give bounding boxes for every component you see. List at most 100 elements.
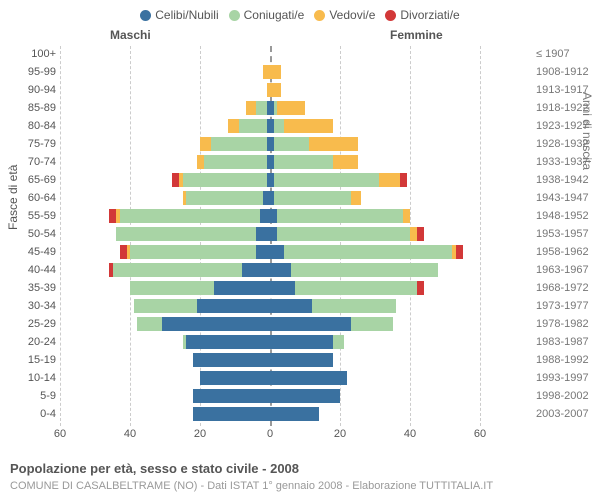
bar-segment — [284, 245, 452, 259]
female-bar — [270, 101, 305, 115]
bar-segment — [197, 299, 271, 313]
bar-segment — [204, 155, 267, 169]
male-bar — [228, 119, 270, 133]
bar-segment — [256, 245, 270, 259]
bar-segment — [351, 191, 362, 205]
bar-segment — [312, 299, 396, 313]
year-label: 1968-1972 — [536, 280, 600, 296]
male-bar — [193, 389, 270, 403]
male-bar — [130, 281, 270, 295]
pyramid-row — [60, 154, 480, 170]
bar-segment — [134, 299, 197, 313]
legend-label: Celibi/Nubili — [155, 8, 218, 22]
bar-segment — [270, 227, 277, 241]
legend-swatch — [229, 10, 240, 21]
bar-segment — [270, 83, 281, 97]
bar-segment — [193, 407, 270, 421]
pyramid-row — [60, 190, 480, 206]
bar-segment — [270, 65, 281, 79]
age-label: 95-99 — [0, 64, 56, 80]
legend-swatch — [140, 10, 151, 21]
age-label: 45-49 — [0, 244, 56, 260]
bar-segment — [242, 263, 270, 277]
pyramid-row — [60, 46, 480, 62]
legend-label: Divorziati/e — [400, 8, 459, 22]
pyramid-row — [60, 172, 480, 188]
age-label: 5-9 — [0, 388, 56, 404]
year-label: 1983-1987 — [536, 334, 600, 350]
year-label: 1908-1912 — [536, 64, 600, 80]
year-label: 1948-1952 — [536, 208, 600, 224]
bar-segment — [270, 209, 277, 223]
year-label: 1993-1997 — [536, 370, 600, 386]
bar-segment — [309, 137, 358, 151]
pyramid-row — [60, 64, 480, 80]
bar-segment — [284, 119, 333, 133]
male-bar — [120, 245, 271, 259]
age-label: 25-29 — [0, 316, 56, 332]
bar-segment — [109, 209, 116, 223]
year-label: 1913-1917 — [536, 82, 600, 98]
bar-segment — [270, 407, 319, 421]
age-label: 85-89 — [0, 100, 56, 116]
male-bar — [200, 371, 270, 385]
pyramid-row — [60, 298, 480, 314]
year-label: 1973-1977 — [536, 298, 600, 314]
bar-segment — [260, 209, 271, 223]
pyramid-row — [60, 82, 480, 98]
pyramid-row — [60, 334, 480, 350]
female-bar — [270, 65, 281, 79]
legend-item: Coniugati/e — [229, 8, 305, 22]
bar-segment — [228, 119, 239, 133]
bar-segment — [270, 389, 340, 403]
year-label: ≤ 1907 — [536, 46, 600, 62]
x-axis-ticks: 6040200204060 — [60, 428, 480, 444]
age-label: 75-79 — [0, 136, 56, 152]
female-bar — [270, 191, 361, 205]
year-label: 1943-1947 — [536, 190, 600, 206]
female-bar — [270, 227, 424, 241]
pyramid-row — [60, 118, 480, 134]
female-bar — [270, 263, 438, 277]
age-label: 100+ — [0, 46, 56, 62]
bar-segment — [274, 191, 351, 205]
legend-label: Coniugati/e — [244, 8, 305, 22]
bar-segment — [351, 317, 393, 331]
age-label: 65-69 — [0, 172, 56, 188]
female-bar — [270, 209, 410, 223]
bar-segment — [130, 245, 256, 259]
bar-segment — [277, 101, 305, 115]
female-bar — [270, 137, 358, 151]
pyramid-row — [60, 406, 480, 422]
pyramid-chart — [60, 46, 480, 426]
bar-segment — [277, 209, 403, 223]
pyramid-row — [60, 208, 480, 224]
female-bar — [270, 155, 358, 169]
age-label: 80-84 — [0, 118, 56, 134]
male-bar — [200, 137, 270, 151]
female-bar — [270, 173, 407, 187]
male-bar — [183, 335, 271, 349]
bar-segment — [410, 227, 417, 241]
year-labels: ≤ 19071908-19121913-19171918-19221923-19… — [536, 46, 600, 426]
bar-segment — [417, 281, 424, 295]
male-bar — [116, 227, 270, 241]
male-bar — [134, 299, 271, 313]
bar-segment — [274, 137, 309, 151]
bar-segment — [291, 263, 438, 277]
bar-segment — [270, 371, 347, 385]
year-label: 1953-1957 — [536, 226, 600, 242]
x-tick: 40 — [124, 428, 136, 440]
year-label: 2003-2007 — [536, 406, 600, 422]
age-label: 40-44 — [0, 262, 56, 278]
male-bar — [109, 263, 270, 277]
bar-segment — [417, 227, 424, 241]
bar-segment — [239, 119, 267, 133]
bar-segment — [193, 353, 270, 367]
pyramid-row — [60, 370, 480, 386]
bar-segment — [186, 191, 263, 205]
year-label: 1958-1962 — [536, 244, 600, 260]
bar-segment — [214, 281, 270, 295]
male-bar — [172, 173, 270, 187]
bar-segment — [183, 173, 267, 187]
